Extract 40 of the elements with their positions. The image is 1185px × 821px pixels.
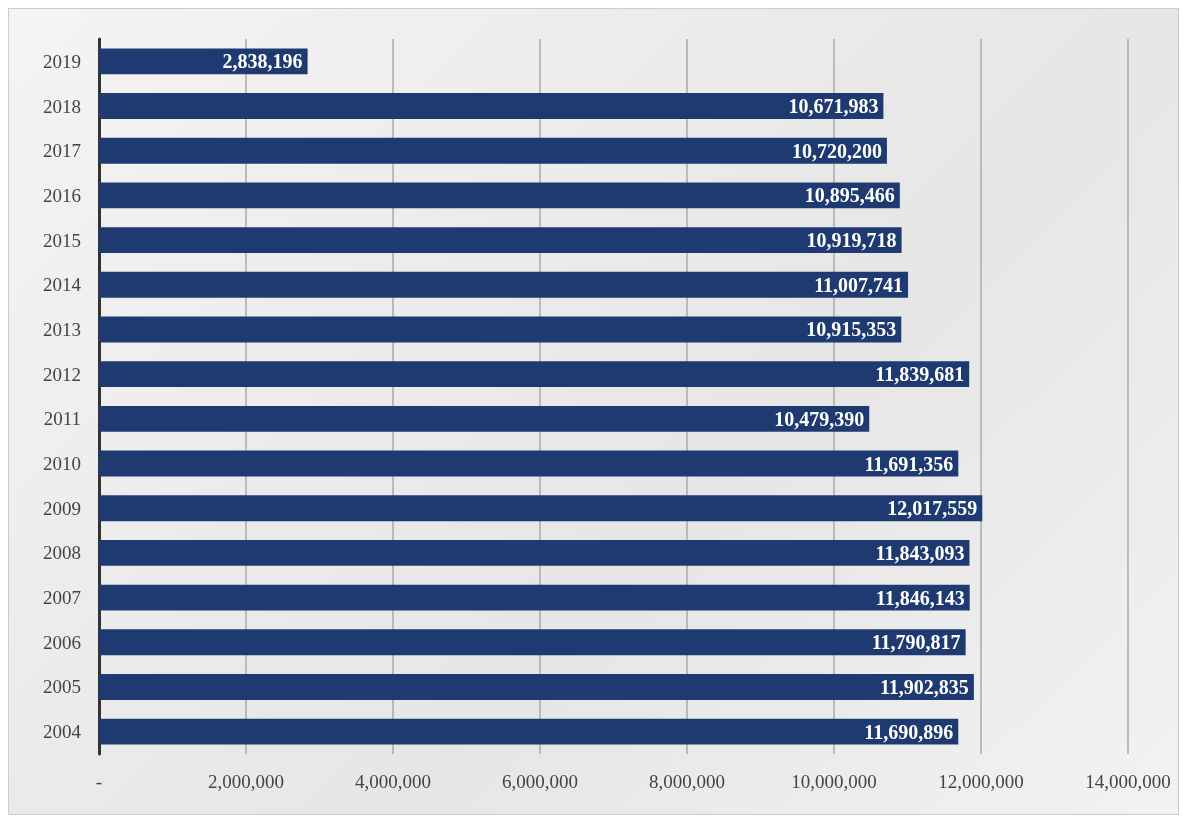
y-tick-label: 2013 [43, 318, 81, 340]
data-label: 11,843,093 [875, 541, 965, 564]
data-label: 11,691,356 [864, 452, 954, 475]
y-tick-label: 2012 [43, 363, 81, 385]
y-tick-label: 2005 [43, 676, 81, 698]
data-label: 10,895,466 [804, 184, 895, 207]
data-label: 10,671,983 [788, 95, 879, 118]
data-label: 11,690,896 [864, 720, 954, 743]
y-tick-label: 2014 [43, 274, 82, 296]
y-tick-label: 2006 [43, 631, 81, 653]
data-label: 10,479,390 [774, 407, 865, 430]
data-label: 10,915,353 [806, 318, 897, 341]
data-label: 11,846,143 [875, 586, 965, 609]
x-tick-label: 4,000,000 [355, 771, 431, 792]
y-tick-label: 2008 [43, 542, 81, 564]
data-label: 10,720,200 [791, 139, 882, 162]
y-tick-label: 2016 [43, 184, 81, 206]
x-tick-label: - [95, 771, 103, 792]
y-tick-label: 2015 [43, 229, 81, 251]
x-tick-label: 2,000,000 [208, 771, 284, 792]
x-tick-label: 6,000,000 [502, 771, 578, 792]
y-tick-label: 2019 [43, 50, 81, 72]
data-label: 10,919,718 [806, 229, 897, 252]
data-label: 11,839,681 [875, 363, 965, 386]
data-label: 2,838,196 [222, 50, 303, 73]
data-label: 11,790,817 [871, 631, 961, 654]
data-label: 11,902,835 [879, 675, 969, 698]
x-tick-label: 8,000,000 [649, 771, 725, 792]
y-tick-label: 2009 [43, 497, 81, 519]
y-tick-label: 2004 [43, 721, 82, 743]
data-label: 12,017,559 [887, 497, 978, 520]
x-tick-label: 12,000,000 [938, 771, 1024, 792]
data-label: 11,007,741 [814, 273, 904, 296]
x-tick-label: 10,000,000 [791, 771, 877, 792]
y-tick-label: 2018 [43, 95, 81, 117]
y-tick-label: 2011 [43, 408, 81, 430]
y-tick-label: 2007 [43, 587, 81, 609]
y-tick-label: 2017 [43, 140, 81, 162]
x-tick-label: 14,000,000 [1085, 771, 1171, 792]
y-tick-label: 2010 [43, 453, 81, 475]
